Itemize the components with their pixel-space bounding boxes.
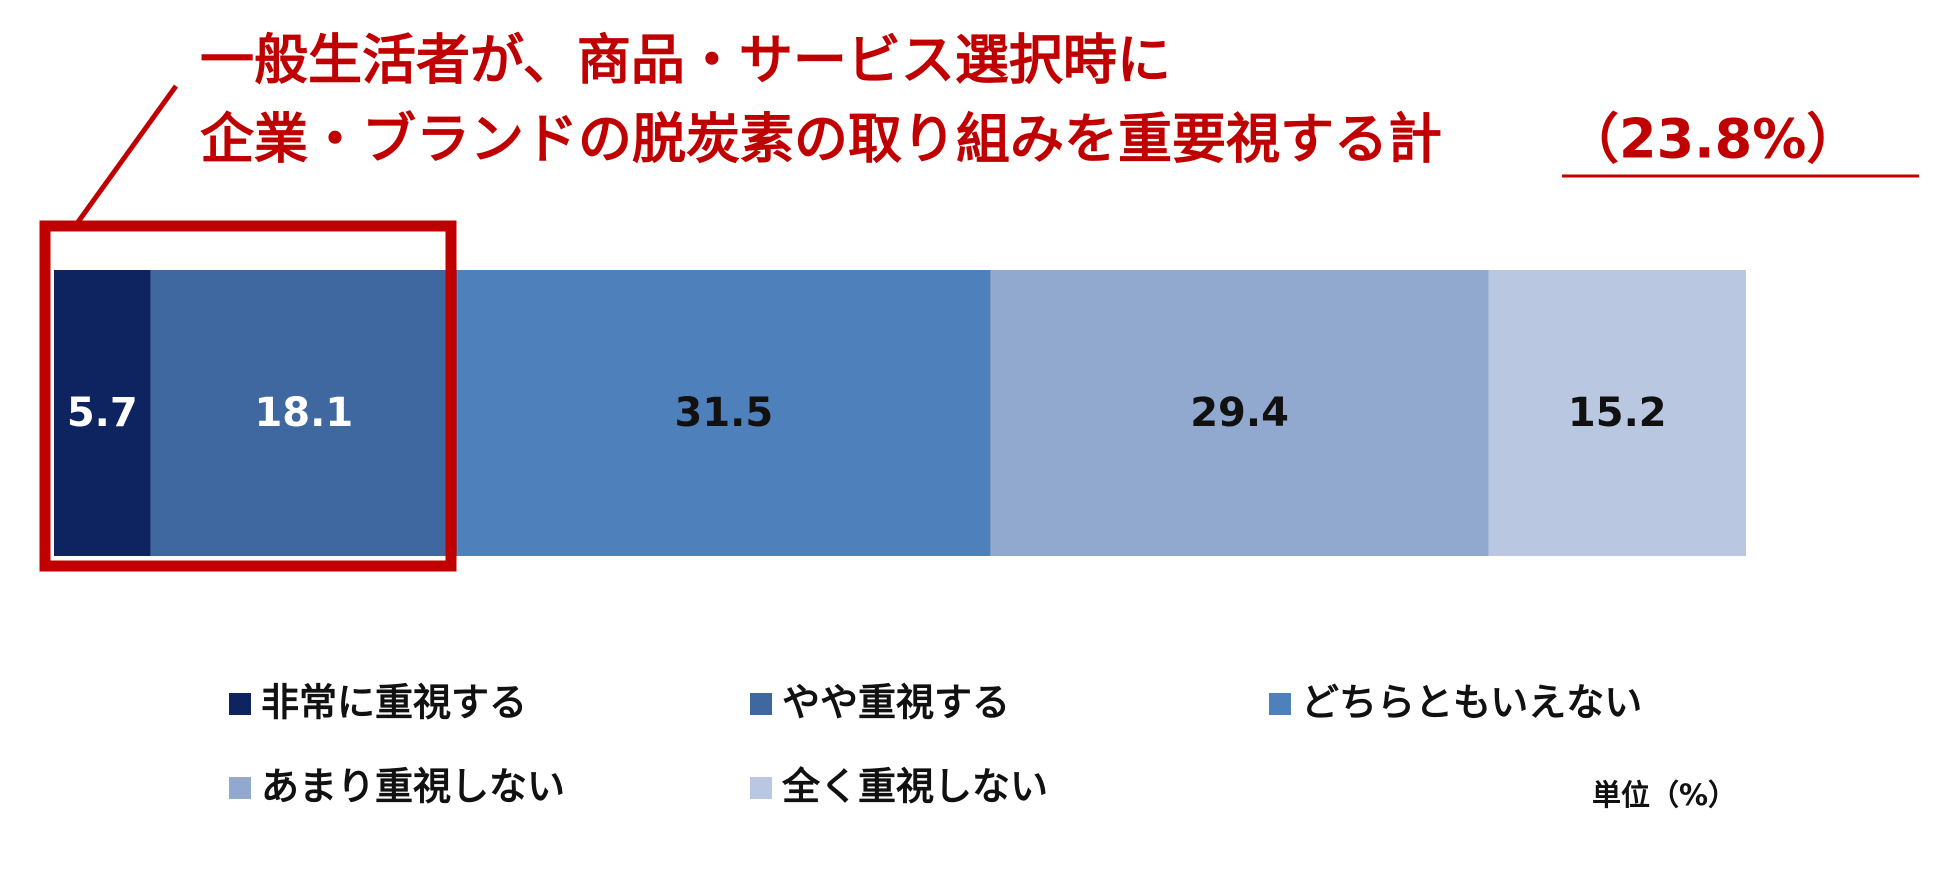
highlight-box — [39, 220, 457, 572]
legend-label: やや重視する — [782, 681, 1010, 725]
callout-line — [75, 84, 179, 224]
legend-swatch — [750, 693, 772, 715]
legend-label: あまり重視しない — [261, 765, 565, 809]
title-line: 企業・ブランドの脱炭素の取り組みを重要視する計 — [200, 108, 1442, 171]
title-highlight: （23.8%） — [1565, 108, 1860, 171]
data-label: 29.4 — [1190, 390, 1289, 436]
bar-segment — [990, 270, 1489, 556]
bar-segment — [457, 270, 991, 556]
title-line: 一般生活者が、商品・サービス選択時に — [200, 29, 1171, 92]
data-label: 5.7 — [67, 390, 138, 436]
legend-label: 非常に重視する — [261, 681, 527, 725]
unit-label: 単位（%） — [1592, 778, 1737, 812]
bar-group: 5.7 18.1 31.5 29.4 15.2 — [54, 270, 1746, 556]
data-label: 15.2 — [1568, 390, 1667, 436]
legend-swatch — [229, 777, 251, 799]
legend-label: 全く重視しない — [781, 765, 1048, 809]
data-label: 31.5 — [675, 390, 774, 436]
bar-segment — [150, 270, 458, 556]
bar-segment — [1488, 270, 1746, 556]
legend-swatch — [1269, 693, 1291, 715]
bar-segment — [54, 270, 151, 556]
legend-swatch — [750, 777, 772, 799]
legend-label: どちらともいえない — [1301, 681, 1642, 725]
data-label: 18.1 — [254, 390, 353, 436]
legend-swatch — [229, 693, 251, 715]
